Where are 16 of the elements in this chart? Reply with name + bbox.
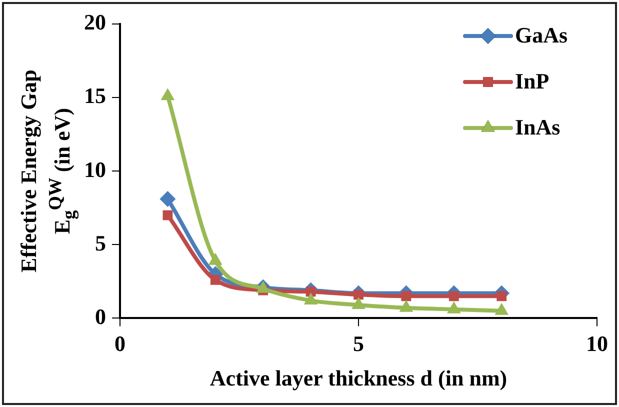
x-axis-title: Active layer thickness d (in nm) <box>210 365 508 390</box>
x-tick-label: 0 <box>114 331 126 356</box>
y-tick-label: 0 <box>95 304 106 329</box>
y-tick-label: 10 <box>84 156 106 182</box>
point <box>162 210 173 220</box>
legend-label: GaAs <box>515 22 568 48</box>
x-tick-label: 5 <box>353 331 364 356</box>
y-tick-label: 20 <box>84 10 106 35</box>
point <box>160 191 176 208</box>
y-tick-label: 15 <box>84 83 106 108</box>
legend-label: InAs <box>515 114 561 140</box>
x-tick-label: 10 <box>586 331 608 356</box>
point <box>401 291 412 302</box>
y-tick-label: 5 <box>95 230 106 256</box>
point <box>210 275 220 285</box>
legend-label: InP <box>515 68 550 94</box>
